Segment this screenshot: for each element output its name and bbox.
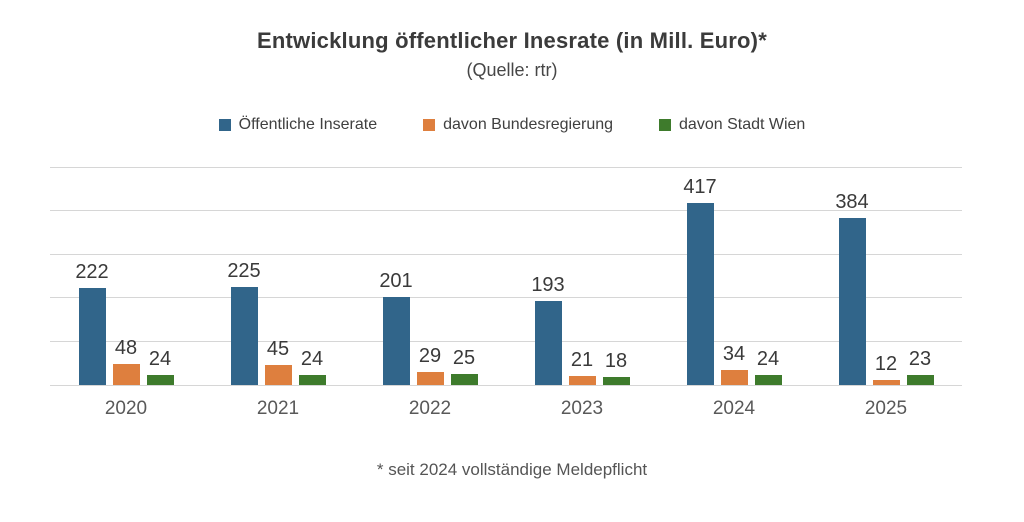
- bar-wrap: 193: [531, 275, 565, 385]
- bar-wrap: 24: [146, 349, 174, 385]
- gridline-400: [50, 210, 962, 212]
- data-label: 384: [835, 191, 869, 213]
- bar-2024-series-3: [754, 375, 782, 385]
- bar-wrap: 18: [602, 351, 630, 385]
- bar-2020-series-2: [112, 364, 140, 385]
- gridline-200: [50, 297, 962, 299]
- gridline-100: [50, 340, 962, 342]
- data-label: 417: [683, 176, 717, 198]
- legend-swatch-icon: [423, 119, 436, 131]
- data-label: 24: [756, 348, 780, 370]
- bar-2025-series-3: [906, 375, 934, 385]
- bar-group-2023: 193 21 18: [531, 275, 630, 385]
- legend-swatch-icon: [218, 119, 231, 131]
- bar-2023-series-1: [534, 301, 562, 385]
- bar-wrap: 29: [416, 346, 444, 385]
- bar-wrap: 222: [75, 262, 109, 385]
- data-label: 48: [114, 337, 138, 359]
- data-label: 45: [266, 338, 290, 360]
- bar-group-2024: 417 34 24: [683, 177, 782, 385]
- x-axis-label-2021: 2021: [256, 398, 300, 419]
- data-label: 193: [531, 274, 565, 296]
- data-label: 201: [379, 270, 413, 292]
- bar-wrap: 201: [379, 271, 413, 385]
- bar-group-2021: 225 45 24: [227, 261, 326, 385]
- data-label: 24: [148, 348, 172, 370]
- data-label: 29: [418, 345, 442, 367]
- x-axis-label-2023: 2023: [560, 398, 604, 419]
- x-axis-label-2024: 2024: [712, 398, 756, 419]
- legend-label: davon Bundesregierung: [443, 116, 614, 133]
- chart-footnote: * seit 2024 vollständige Meldepflicht: [376, 460, 648, 479]
- bar-2025-series-1: [838, 218, 866, 385]
- bar-group-2020: 222 48 24: [75, 262, 174, 385]
- bar-2022-series-3: [450, 374, 478, 385]
- bar-wrap: 21: [568, 350, 596, 385]
- bar-wrap: 48: [112, 338, 140, 385]
- bar-2024-series-1: [686, 203, 714, 385]
- bar-2025-series-2: [872, 380, 900, 385]
- chart-title: Entwicklung öffentlicher Inesrate (in Mi…: [257, 28, 767, 53]
- bar-wrap: 24: [298, 349, 326, 385]
- data-label: 18: [604, 350, 628, 372]
- bar-wrap: 225: [227, 261, 261, 385]
- bar-2021-series-2: [264, 365, 292, 385]
- bar-wrap: 34: [720, 344, 748, 385]
- bar-group-2022: 201 29 25: [379, 271, 478, 385]
- legend-label: davon Stadt Wien: [679, 116, 806, 133]
- x-axis-label-2025: 2025: [864, 398, 908, 419]
- bar-wrap: 417: [683, 177, 717, 385]
- bar-2024-series-2: [720, 370, 748, 385]
- bar-wrap: 23: [906, 349, 934, 385]
- gridline-500: [50, 166, 962, 168]
- bar-2023-series-2: [568, 376, 596, 385]
- x-axis-label-2022: 2022: [408, 398, 452, 419]
- legend-item-1: Öffentliche Inserate: [218, 116, 378, 134]
- gridline-300: [50, 253, 962, 255]
- data-label: 34: [722, 343, 746, 365]
- data-label: 222: [75, 261, 109, 283]
- chart-subtitle: (Quelle: rtr): [466, 60, 558, 80]
- data-label: 23: [908, 348, 932, 370]
- bar-2021-series-3: [298, 375, 326, 385]
- bar-2021-series-1: [230, 287, 258, 385]
- gridline-0: [50, 384, 962, 386]
- bar-wrap: 25: [450, 348, 478, 385]
- bar-wrap: 12: [872, 354, 900, 385]
- plot-area: 222 48 24 225 45 24 201 29 25 193 21 18 417 34 24 384 12…: [50, 166, 962, 386]
- legend-label: Öffentliche Inserate: [238, 116, 378, 133]
- legend-item-3: davon Stadt Wien: [659, 116, 805, 134]
- data-label: 225: [227, 260, 261, 282]
- x-axis-label-2020: 2020: [104, 398, 148, 419]
- legend: Öffentliche Inserate davon Bundesregierun…: [0, 116, 1024, 134]
- bar-2020-series-3: [146, 375, 174, 385]
- bar-2020-series-1: [78, 288, 106, 385]
- bar-wrap: 45: [264, 339, 292, 385]
- legend-swatch-icon: [659, 119, 672, 131]
- data-label: 12: [874, 353, 898, 375]
- bar-2022-series-1: [382, 297, 410, 385]
- bar-wrap: 384: [835, 192, 869, 385]
- legend-item-2: davon Bundesregierung: [423, 116, 613, 134]
- data-label: 21: [570, 349, 594, 371]
- bar-2022-series-2: [416, 372, 444, 385]
- bar-2023-series-3: [602, 377, 630, 385]
- bar-wrap: 24: [754, 349, 782, 385]
- data-label: 25: [452, 347, 476, 369]
- data-label: 24: [300, 348, 324, 370]
- bar-group-2025: 384 12 23: [835, 192, 934, 385]
